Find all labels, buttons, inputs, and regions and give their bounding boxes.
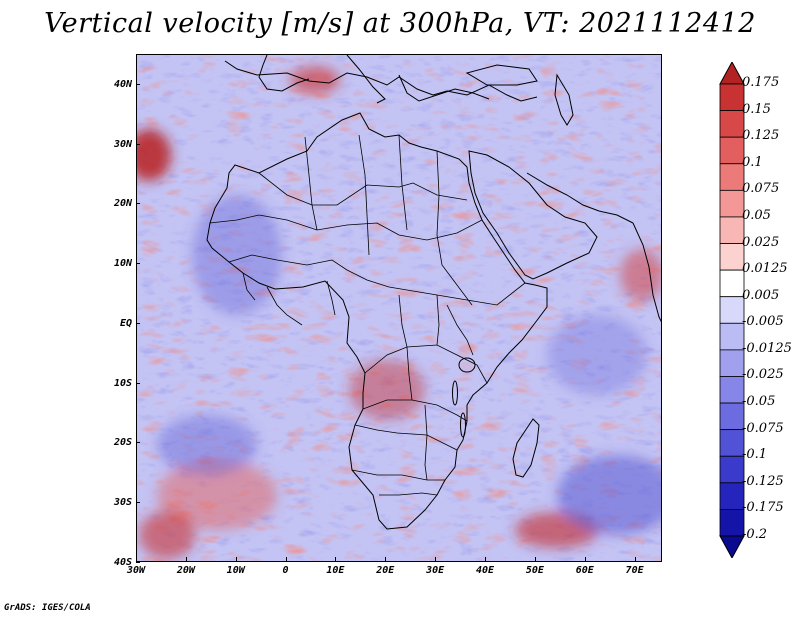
longitude-tick bbox=[136, 557, 137, 561]
colorbar-segment bbox=[719, 163, 745, 191]
longitude-label: 30W bbox=[126, 565, 146, 576]
longitude-tick bbox=[435, 557, 437, 561]
longitude-tick bbox=[534, 557, 536, 561]
colorbar-label: -0.125 bbox=[742, 473, 784, 489]
colorbar-label: 0.075 bbox=[742, 181, 780, 197]
colorbar-segment bbox=[719, 136, 745, 165]
latitude-tick bbox=[136, 442, 140, 444]
latitude-tick bbox=[136, 203, 140, 205]
longitude-label: 0 bbox=[282, 565, 289, 576]
caspian-region bbox=[554, 73, 574, 126]
colorbar-segment bbox=[719, 269, 745, 298]
latitude-tick bbox=[136, 143, 140, 145]
vertical-velocity-field bbox=[137, 55, 661, 561]
colorbar-label: -0.075 bbox=[742, 420, 784, 436]
iberia-coastline bbox=[258, 55, 310, 92]
latitude-tick bbox=[136, 83, 140, 85]
colorbar-segment bbox=[719, 376, 745, 404]
colorbar-label: -0.2 bbox=[742, 527, 768, 542]
latitude-tick bbox=[136, 502, 140, 504]
latitude-label: 30S bbox=[113, 497, 132, 509]
longitude-label: 50E bbox=[525, 565, 544, 576]
longitude-tick bbox=[634, 557, 636, 561]
colorbar-top-arrow bbox=[719, 62, 745, 85]
latitude-label: 10S bbox=[113, 377, 132, 389]
arabia-coastline bbox=[468, 150, 598, 280]
colorbar-segment bbox=[719, 455, 745, 484]
colorbar-segment bbox=[719, 509, 745, 537]
latitude-tick bbox=[136, 322, 140, 324]
country-borders bbox=[209, 134, 526, 496]
colorbar-label: -0.0125 bbox=[742, 340, 792, 356]
colorbar-label: 0.175 bbox=[742, 75, 780, 90]
latitude-label: EQ bbox=[119, 317, 132, 329]
colorbar-segment bbox=[719, 482, 745, 510]
colorbar-segment bbox=[719, 216, 745, 244]
longitude-label: 10E bbox=[326, 565, 345, 576]
coastlines-and-borders bbox=[206, 55, 661, 530]
grads-credit: GrADS: IGES/COLA bbox=[4, 603, 91, 613]
colorbar-label: -0.175 bbox=[742, 500, 784, 516]
colorbar-segment bbox=[719, 296, 745, 324]
colorbar-segment bbox=[719, 429, 745, 457]
colorbar-label: 0.0125 bbox=[742, 261, 788, 277]
latitude-label: 20S bbox=[113, 437, 132, 449]
latitude-tick bbox=[136, 562, 140, 563]
black-sea bbox=[465, 64, 538, 86]
latitude-label: 40S bbox=[113, 557, 132, 568]
colorbar-label: 0.05 bbox=[742, 207, 771, 223]
longitude-tick bbox=[385, 557, 387, 561]
madagascar-coastline bbox=[512, 418, 540, 478]
latitude-label: 20N bbox=[113, 198, 132, 210]
lake-malawi bbox=[460, 412, 466, 438]
colorbar-label: 0.15 bbox=[742, 101, 771, 117]
colorbar bbox=[719, 62, 745, 558]
longitude-label: 40E bbox=[475, 565, 495, 576]
colorbar-segment bbox=[719, 349, 745, 377]
longitude-tick bbox=[185, 557, 187, 561]
latitude-tick bbox=[136, 382, 140, 384]
longitude-label: 20W bbox=[176, 565, 195, 576]
latitude-tick bbox=[136, 263, 140, 265]
colorbar-label: -0.005 bbox=[742, 314, 784, 330]
longitude-tick bbox=[485, 557, 486, 561]
colorbar-label: 0.1 bbox=[742, 154, 763, 170]
colorbar-segment bbox=[719, 402, 745, 431]
europe-coastline bbox=[224, 60, 538, 102]
latitude-label: 40N bbox=[113, 78, 132, 90]
africa-coastline bbox=[206, 112, 548, 530]
longitude-tick bbox=[285, 557, 287, 561]
map-plot-area bbox=[136, 54, 662, 562]
latitude-label: 10N bbox=[113, 258, 132, 270]
colorbar-segment bbox=[719, 189, 745, 218]
strong-anomalies bbox=[137, 66, 661, 559]
lake-tanganyika bbox=[452, 380, 458, 406]
colorbar-segment bbox=[719, 83, 745, 111]
colorbar-bottom-arrow bbox=[719, 535, 745, 558]
colorbar-segment bbox=[719, 243, 745, 271]
india-coastline bbox=[632, 222, 661, 323]
colorbar-segment bbox=[719, 322, 745, 351]
map-title: Vertical velocity [m/s] at 300hPa, VT: 2… bbox=[44, 8, 756, 39]
longitude-tick bbox=[335, 557, 337, 561]
colorbar-segment bbox=[719, 110, 745, 138]
longitude-tick bbox=[235, 557, 237, 561]
italy-coastline bbox=[346, 55, 386, 104]
colorbar-label: 0.125 bbox=[742, 128, 780, 144]
colorbar-label: 0.025 bbox=[742, 234, 780, 250]
lake-victoria bbox=[458, 357, 476, 373]
longitude-label: 70E bbox=[625, 565, 644, 576]
greece-turkey-coastline bbox=[398, 74, 490, 102]
colorbar-label: -0.05 bbox=[742, 394, 776, 410]
longitude-label: 60E bbox=[575, 565, 594, 576]
colorbar-label: -0.025 bbox=[742, 367, 784, 383]
longitude-tick bbox=[584, 557, 586, 561]
colorbar-label: 0.005 bbox=[742, 287, 780, 303]
persian-gulf-coastline bbox=[526, 172, 634, 224]
colorbar-label: -0.1 bbox=[742, 447, 768, 463]
latitude-label: 30N bbox=[113, 138, 132, 150]
longitude-label: 30E bbox=[426, 565, 445, 576]
longitude-label: 10W bbox=[226, 565, 245, 576]
longitude-label: 20E bbox=[376, 565, 395, 576]
